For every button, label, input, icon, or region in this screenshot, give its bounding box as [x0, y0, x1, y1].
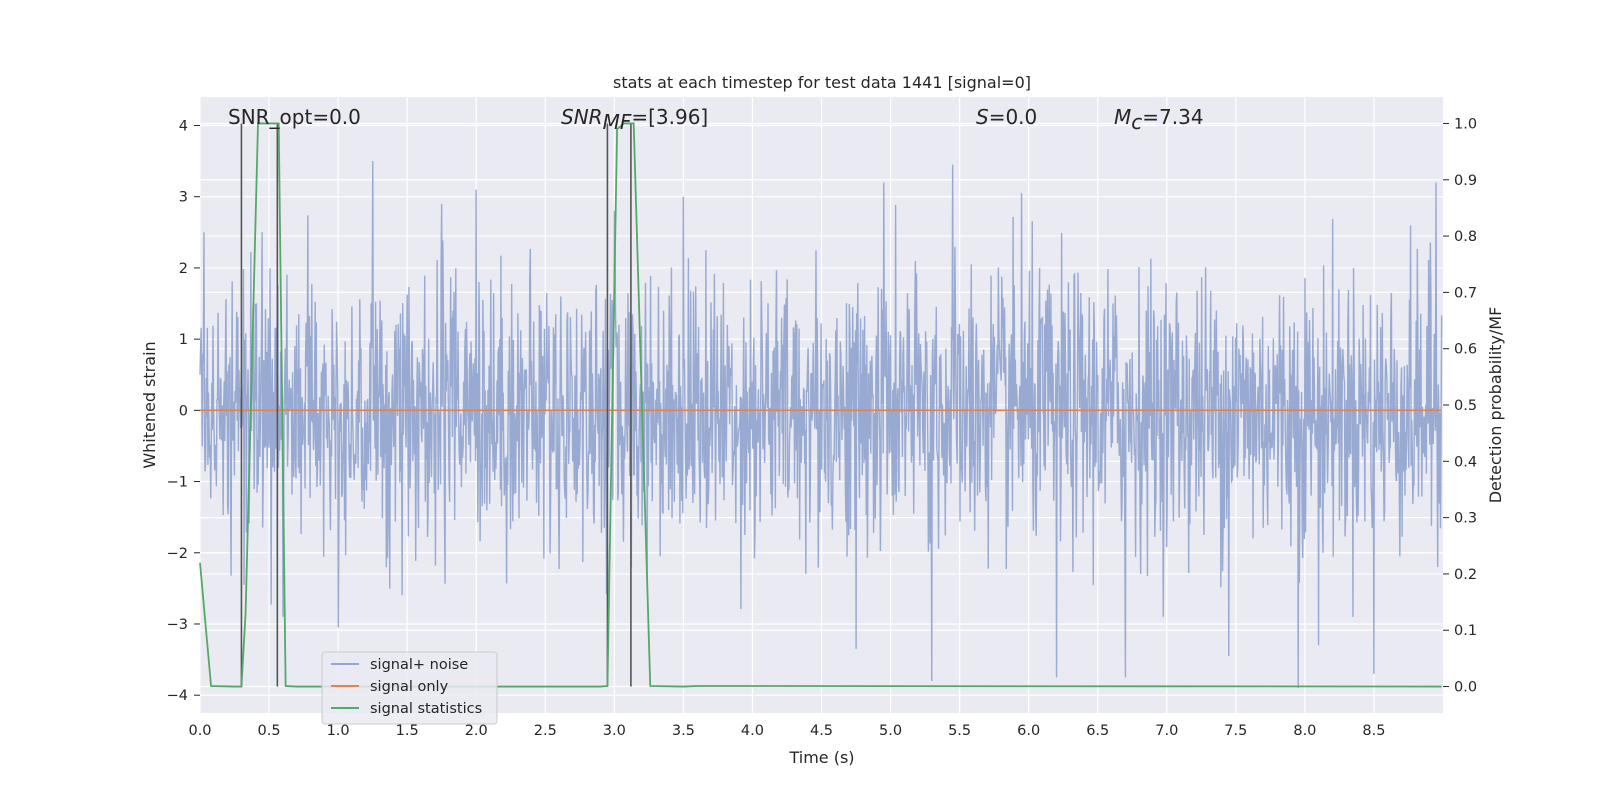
marker-lines [240, 123, 632, 687]
annotations: SNR_opt=0.0 SNRMF=[3.96] S=0.0 Mc=7.34 [228, 105, 1204, 134]
y2-tick-label: 0.2 [1454, 567, 1477, 583]
x-tick-label: 8.5 [1362, 723, 1385, 739]
x-tick-label: 6.0 [1017, 723, 1040, 739]
y-tick-label: 0 [179, 403, 188, 419]
y2-tick-label: 0.0 [1454, 680, 1477, 696]
y2-axis-label: Detection probability/MF [1486, 307, 1505, 504]
y2-tick-label: 0.6 [1454, 342, 1477, 358]
y2-tick-label: 0.3 [1454, 511, 1477, 527]
y2-axis-ticks: 1.0 0.9 0.8 0.7 0.6 0.5 0.4 0.3 0.2 0.1 0.0 [1443, 116, 1477, 696]
annotation-mc-symbol: M [1114, 105, 1131, 129]
x-tick-label: 3.0 [603, 723, 626, 739]
x-tick-label: 3.5 [672, 723, 695, 739]
x-tick-label: 2.0 [465, 723, 488, 739]
x-tick-label: 7.5 [1224, 723, 1247, 739]
y-tick-label: −1 [167, 475, 188, 491]
annotation-snr-mf-value: =[3.96] [631, 105, 708, 129]
x-tick-label: 5.5 [948, 723, 971, 739]
legend-box [321, 651, 498, 725]
y-tick-label: −4 [167, 688, 188, 704]
y2-tick-label: 0.4 [1454, 454, 1477, 470]
signal-statistics-line [199, 122, 1442, 688]
x-tick-label: 0.0 [188, 723, 211, 739]
legend: signal+ noise signal only signal statist… [321, 651, 498, 725]
annotation-snr-opt: SNR_opt=0.0 [228, 105, 361, 129]
x-axis-label: Time (s) [788, 748, 854, 767]
y2-tick-label: 0.8 [1454, 229, 1477, 245]
annotation-s: S=0.0 [976, 105, 1037, 129]
annotation-snr-mf-sub: MF [603, 110, 632, 134]
annotation-snr-mf: SNRMF=[3.96] [561, 105, 708, 134]
y2-tick-label: 0.9 [1454, 173, 1477, 189]
x-tick-label: 4.5 [810, 723, 833, 739]
x-axis-ticks: 0.0 0.5 1.0 1.5 2.0 2.5 3.0 3.5 4.0 4.5 5.0 5.5 6.0 6… [188, 723, 1385, 739]
x-tick-label: 5.0 [879, 723, 902, 739]
y2-tick-label: 0.7 [1454, 285, 1477, 301]
annotation-mc-sub: c [1131, 110, 1142, 134]
legend-label-signal-only: signal only [370, 679, 449, 695]
signal-plus-noise-line [199, 161, 1443, 689]
x-tick-label: 7.0 [1155, 723, 1178, 739]
x-tick-label: 2.5 [534, 723, 557, 739]
signal-plus-noise-trace [199, 161, 1443, 689]
annotation-mc: Mc=7.34 [1114, 105, 1204, 134]
x-tick-label: 4.0 [741, 723, 764, 739]
y2-tick-label: 0.1 [1454, 623, 1477, 639]
annotation-s-value: =0.0 [989, 105, 1038, 129]
legend-label-signal-plus-noise: signal+ noise [370, 657, 468, 673]
y-tick-label: 2 [179, 261, 188, 277]
y-axis-label: Whitened strain [140, 341, 159, 468]
y-tick-label: −3 [167, 617, 188, 633]
x-tick-label: 8.0 [1293, 723, 1316, 739]
y2-tick-label: 0.5 [1454, 398, 1477, 414]
chart-title: stats at each timestep for test data 144… [613, 73, 1031, 92]
x-tick-label: 1.0 [327, 723, 350, 739]
y-axis-ticks: 4 3 2 1 0 −1 −2 −3 −4 [167, 118, 200, 704]
y2-tick-label: 1.0 [1454, 116, 1477, 132]
x-tick-label: 1.5 [396, 723, 419, 739]
legend-label-signal-statistics: signal statistics [370, 701, 482, 717]
annotation-mc-value: =7.34 [1142, 105, 1203, 129]
y-tick-label: 4 [179, 118, 188, 134]
x-tick-label: 0.5 [258, 723, 281, 739]
y-tick-label: 1 [179, 332, 188, 348]
y-tick-label: −2 [167, 546, 188, 562]
annotation-s-symbol: S [976, 105, 989, 129]
x-tick-label: 6.5 [1086, 723, 1109, 739]
y-tick-label: 3 [179, 190, 188, 206]
annotation-snr-mf-base: SNR [561, 105, 603, 129]
